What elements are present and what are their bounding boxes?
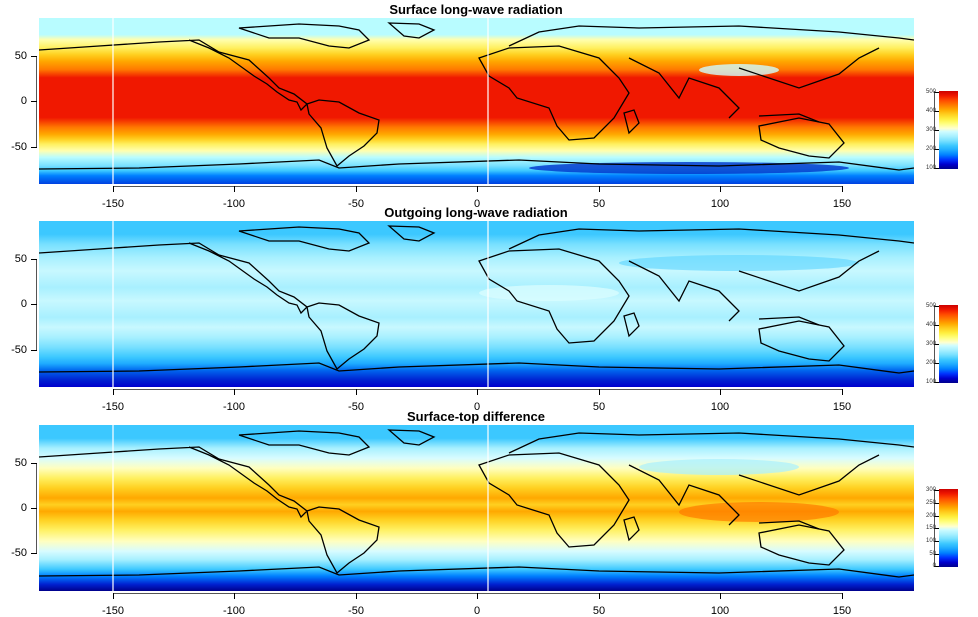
x-tick-label: -100 bbox=[222, 605, 246, 617]
map-plot bbox=[39, 221, 914, 387]
colorbar-label: 500 bbox=[925, 89, 936, 95]
colorbar-label: 300 bbox=[925, 487, 936, 493]
colorbar-label: 200 bbox=[925, 146, 936, 152]
y-tick-label: -50 bbox=[11, 344, 27, 356]
y-tick-label: -50 bbox=[11, 141, 27, 153]
x-tick-label: 50 bbox=[592, 198, 606, 210]
continent-outlines bbox=[39, 225, 914, 374]
x-axis: -150 -100 -50 0 50 100 150 bbox=[39, 186, 914, 210]
y-axis: 50 0 -50 bbox=[0, 408, 39, 610]
y-tick-label: 50 bbox=[14, 457, 27, 469]
x-tick-label: 50 bbox=[592, 401, 606, 413]
colorbar: 300 250 200 150 100 50 0 bbox=[926, 487, 958, 569]
colorbar-label: 400 bbox=[925, 108, 936, 114]
x-tick-label: 100 bbox=[710, 198, 730, 210]
colorbar-label: 100 bbox=[925, 379, 936, 385]
y-tick-label: 0 bbox=[20, 502, 27, 514]
x-tick-label: 50 bbox=[592, 605, 606, 617]
x-tick-label: -50 bbox=[348, 605, 364, 617]
coastline-overlay bbox=[39, 425, 914, 591]
x-tick-label: 0 bbox=[473, 605, 481, 617]
panel-outgoing-lw: Outgoing long-wave radiation 50 0 bbox=[0, 204, 978, 413]
y-tick-label: 50 bbox=[14, 50, 27, 62]
x-tick-label: 100 bbox=[710, 605, 730, 617]
colorbar-label: 400 bbox=[925, 322, 936, 328]
colorbar-label: 300 bbox=[925, 127, 936, 133]
x-tick-label: -50 bbox=[348, 198, 364, 210]
colorbar-label: 100 bbox=[925, 538, 936, 544]
y-tick-label: -50 bbox=[11, 547, 27, 559]
colorbar-label: 50 bbox=[929, 551, 936, 557]
x-tick-label: 150 bbox=[832, 605, 852, 617]
colorbar-label: 200 bbox=[925, 513, 936, 519]
y-tick-label: 0 bbox=[20, 298, 27, 310]
y-tick-label: 50 bbox=[14, 253, 27, 265]
panel-title: Surface long-wave radiation bbox=[389, 2, 563, 17]
x-axis: -150 -100 -50 0 50 100 150 bbox=[39, 593, 914, 617]
x-tick-label: -150 bbox=[101, 605, 125, 617]
panel-surface-lw: Surface long-wave radiation 50 bbox=[0, 0, 978, 210]
x-tick-label: 150 bbox=[832, 401, 852, 413]
map-plot bbox=[39, 425, 914, 591]
panel-title: Surface-top difference bbox=[407, 409, 545, 424]
map-plot bbox=[39, 18, 914, 184]
y-tick-label: 0 bbox=[20, 95, 27, 107]
colorbar-label: 100 bbox=[925, 165, 936, 171]
colorbar-label: 150 bbox=[925, 525, 936, 531]
colorbar-label: 300 bbox=[925, 341, 936, 347]
panel-surface-top-diff: Surface-top difference 50 0 -50 bbox=[0, 408, 978, 617]
colorbar-label: 500 bbox=[925, 303, 936, 309]
y-axis: 50 0 -50 bbox=[0, 204, 39, 409]
x-tick-label: 100 bbox=[710, 401, 730, 413]
colorbar-label: 200 bbox=[925, 360, 936, 366]
colorbar-label: 0 bbox=[932, 563, 936, 569]
x-tick-label: -150 bbox=[101, 401, 125, 413]
coastline-overlay bbox=[39, 221, 914, 387]
coastline-overlay bbox=[39, 18, 914, 184]
x-axis: -150 -100 -50 0 50 100 150 bbox=[39, 389, 914, 413]
colorbar: 500 400 300 200 100 bbox=[926, 303, 958, 385]
x-tick-label: 0 bbox=[473, 401, 481, 413]
x-tick-label: -100 bbox=[222, 401, 246, 413]
colorbar: 500 400 300 200 100 bbox=[926, 89, 958, 171]
colorbar-label: 250 bbox=[925, 500, 936, 506]
x-tick-label: 0 bbox=[473, 198, 481, 210]
x-tick-label: 150 bbox=[832, 198, 852, 210]
y-axis: 50 0 -50 bbox=[0, 0, 39, 205]
x-tick-label: -50 bbox=[348, 401, 364, 413]
panel-title: Outgoing long-wave radiation bbox=[384, 205, 568, 220]
x-tick-label: -100 bbox=[222, 198, 246, 210]
continent-outlines bbox=[39, 22, 914, 171]
x-tick-label: -150 bbox=[101, 198, 125, 210]
continent-outlines bbox=[39, 429, 914, 578]
